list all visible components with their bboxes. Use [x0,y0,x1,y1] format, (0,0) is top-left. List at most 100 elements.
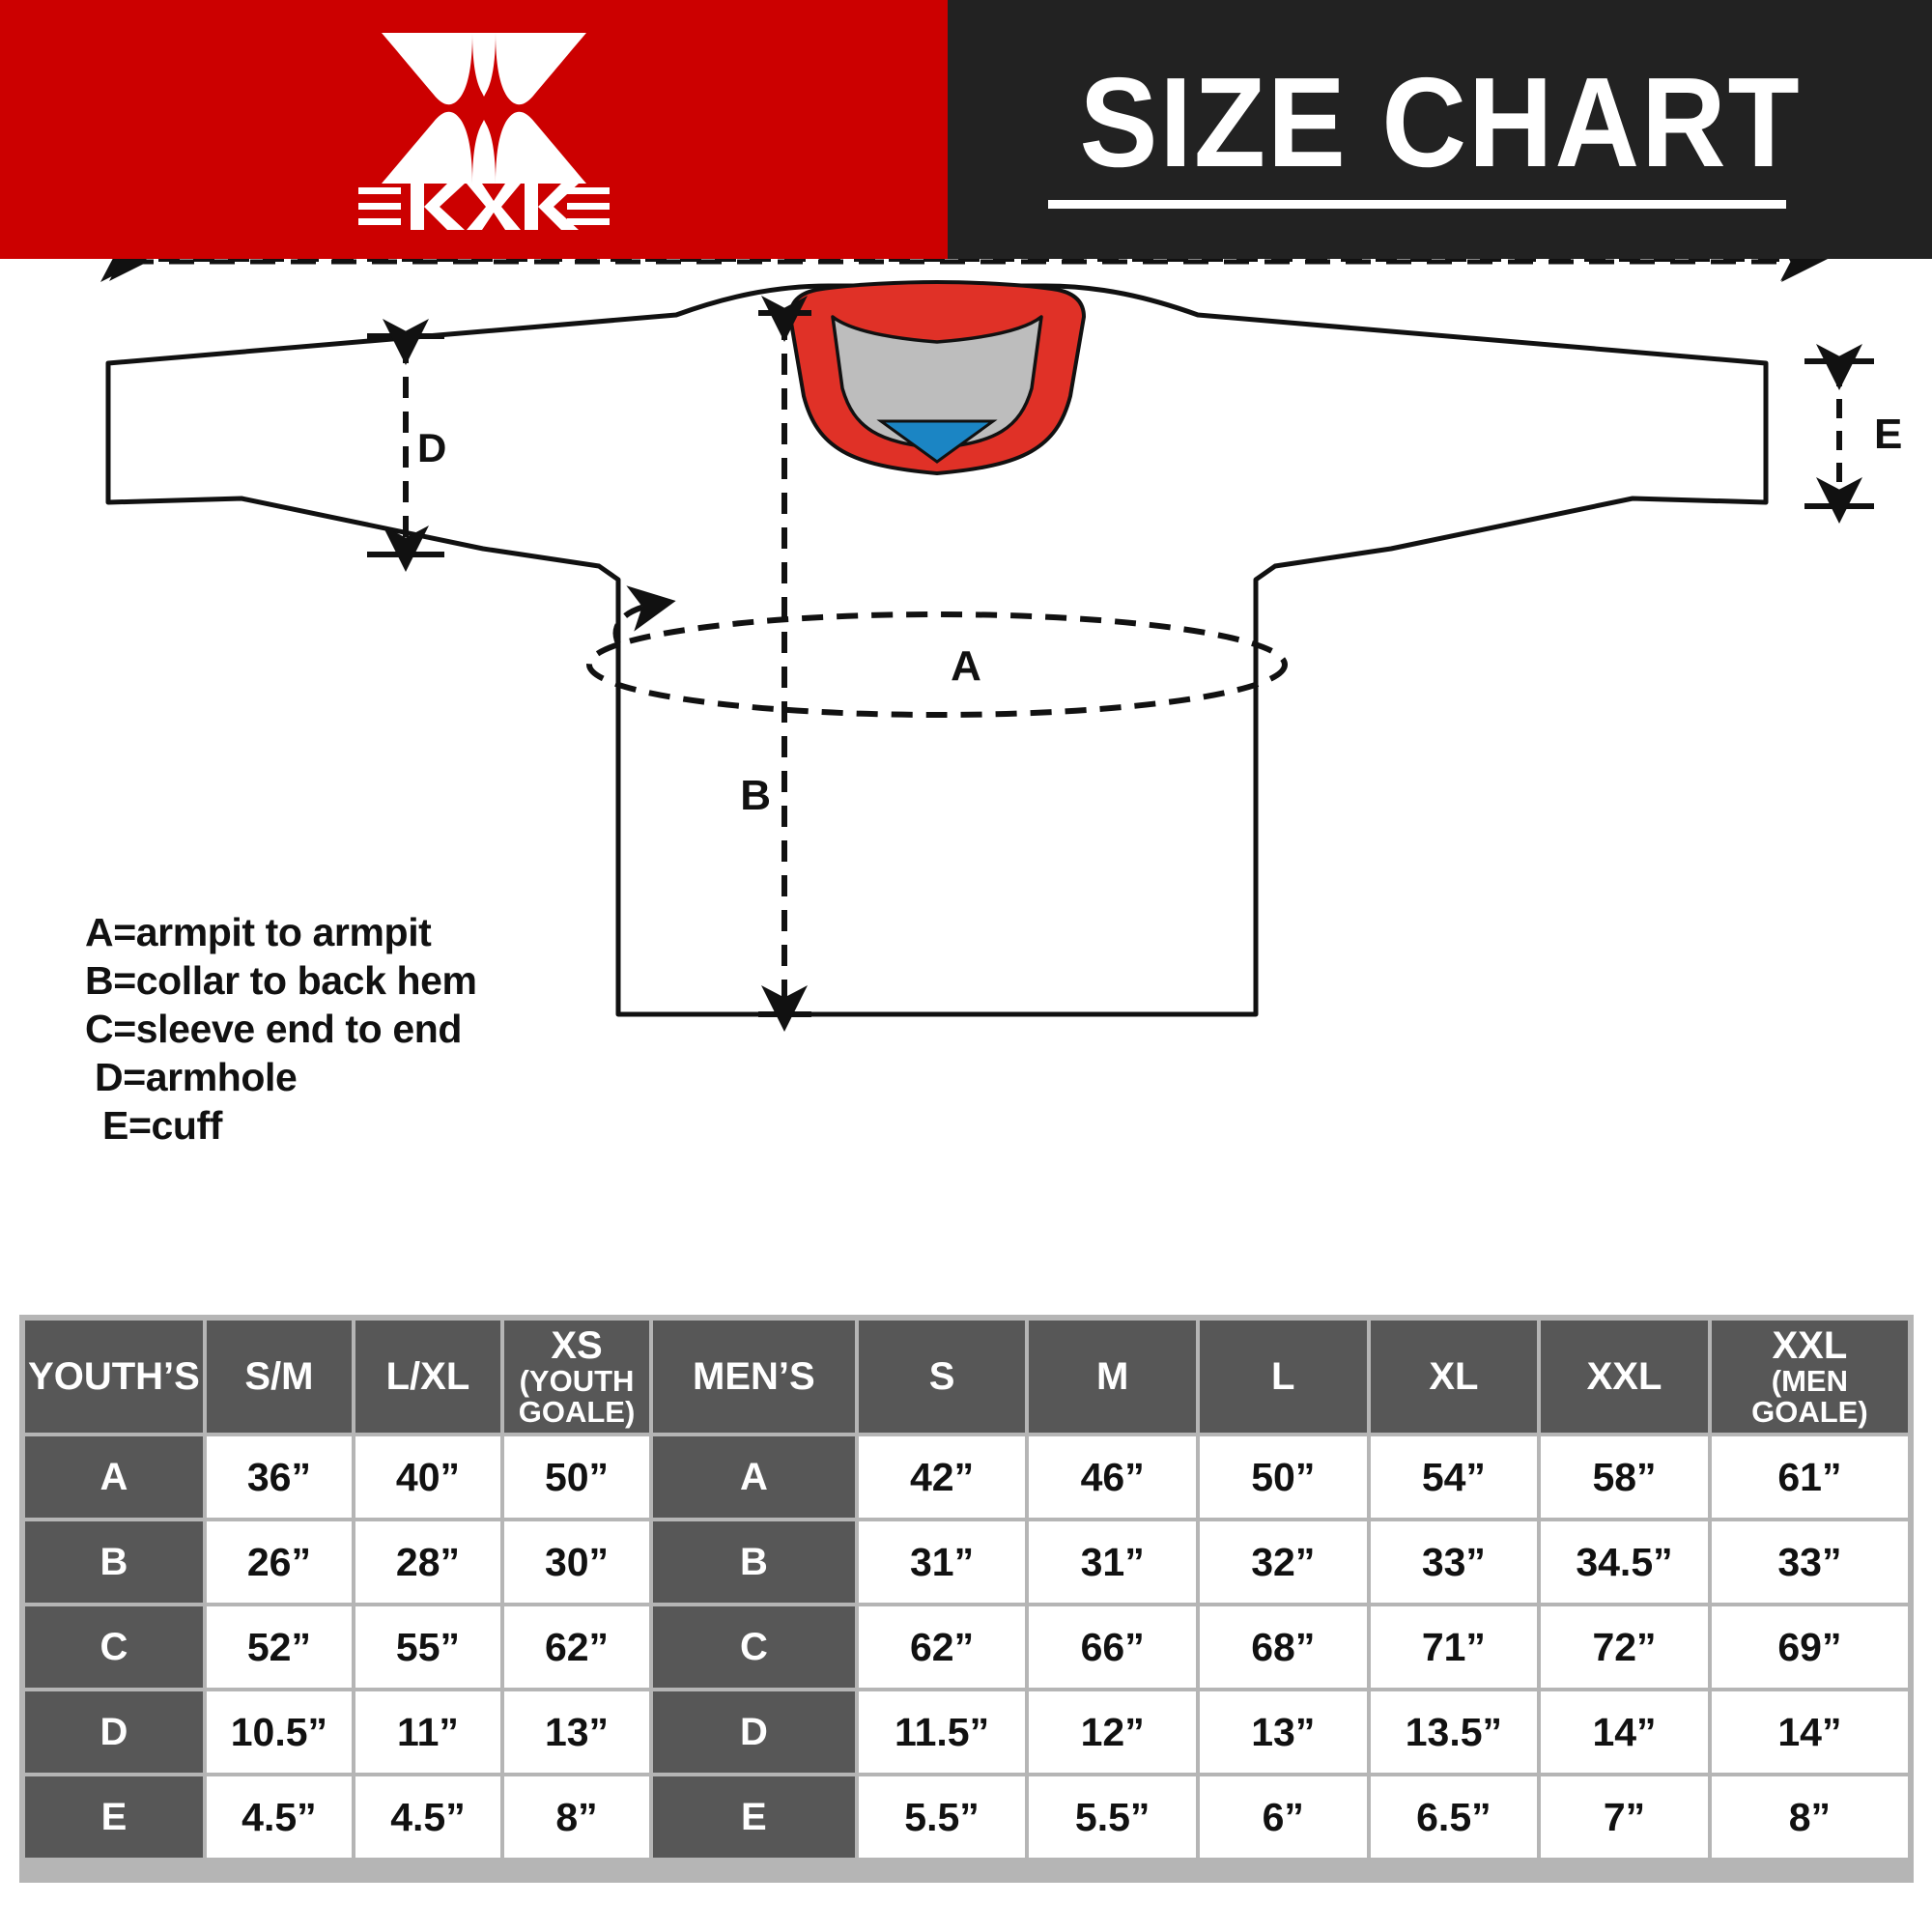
cell-youth-value: 30” [503,1521,650,1603]
cell-youth-value: 13” [503,1691,650,1773]
cell-men-value: 42” [858,1436,1026,1518]
cell-men-value: 7” [1541,1776,1708,1858]
cell-men-value: 13” [1199,1691,1367,1773]
cell-youth-value: 55” [355,1606,500,1688]
cell-youth-value: 28” [355,1521,500,1603]
header-men-l: L [1199,1321,1367,1433]
svg-text:A: A [951,642,981,690]
measurement-legend: A=armpit to armpit B=collar to back hem … [85,908,626,1150]
page-title: SIZE CHART [1078,50,1802,193]
row-label-men: C [653,1606,855,1688]
dimension-d: D [367,319,446,572]
cell-men-value: 46” [1029,1436,1196,1518]
header-youths: YOUTH’S [25,1321,203,1433]
brand-logo [357,23,610,239]
row-label-men: A [653,1436,855,1518]
table-row: B 26” 28” 30” B 31” 31” 32” 33” 34.5” 33” [25,1521,1908,1603]
header-men-m: M [1029,1321,1196,1433]
cell-men-value: 66” [1029,1606,1196,1688]
svg-text:D: D [417,425,446,470]
cell-men-value: 6” [1199,1776,1367,1858]
table-body: A 36” 40” 50” A 42” 46” 50” 54” 58” 61” B 26” 28” 30” B… [25,1436,1908,1858]
table-row: A 36” 40” 50” A 42” 46” 50” 54” 58” 61” [25,1436,1908,1518]
header-men-xxl-goalie-sub: (MEN GOALE) [1751,1364,1868,1429]
cell-men-value: 34.5” [1541,1521,1708,1603]
jersey-collar-blue-triangle [876,419,998,464]
dimension-c: C [109,259,1819,281]
cell-men-value: 68” [1199,1606,1367,1688]
header-men-xxl-goalie-label: XXL [1772,1324,1848,1368]
legend-item-a: A=armpit to armpit [85,910,432,954]
header-men-s: S [858,1321,1026,1433]
cell-youth-value: 40” [355,1436,500,1518]
header-youth-sm: S/M [206,1321,352,1433]
cell-men-value: 61” [1711,1436,1908,1518]
cell-men-value: 72” [1541,1606,1708,1688]
kxk-hourglass-logo-icon [380,31,588,190]
cell-men-value: 32” [1199,1521,1367,1603]
cell-youth-value: 4.5” [206,1776,352,1858]
size-table-container: YOUTH’S S/M L/XL XS (YOUTH GOALE) [19,1315,1914,1883]
cell-men-value: 8” [1711,1776,1908,1858]
cell-youth-value: 26” [206,1521,352,1603]
cell-men-value: 14” [1711,1691,1908,1773]
jersey-collar-inner [831,315,1043,450]
header-men-l-label: L [1271,1355,1295,1398]
cell-men-value: 62” [858,1606,1026,1688]
cell-youth-value: 52” [206,1606,352,1688]
header-men-xl-label: XL [1429,1355,1479,1398]
cell-youth-value: 36” [206,1436,352,1518]
header-men-xxl-goalie: XXL (MEN GOALE) [1711,1321,1908,1433]
row-label-men: B [653,1521,855,1603]
row-label-youth: A [25,1436,203,1518]
cell-youth-value: 11” [355,1691,500,1773]
header-youth-xs-sub: (YOUTH GOALE) [518,1364,636,1429]
legend-item-d: D=armhole [95,1055,298,1100]
page-header: SIZE CHART [0,0,1932,259]
header-mens: MEN’S [653,1321,855,1433]
header-men-m-label: M [1096,1355,1129,1398]
header-men-xl: XL [1370,1321,1538,1433]
header-men-xxl-label: XXL [1586,1355,1662,1398]
cell-men-value: 54” [1370,1436,1538,1518]
cell-men-value: 5.5” [1029,1776,1196,1858]
cell-men-value: 71” [1370,1606,1538,1688]
brand-panel [0,0,948,259]
row-label-youth: D [25,1691,203,1773]
row-label-youth: B [25,1521,203,1603]
cell-youth-value: 4.5” [355,1776,500,1858]
header-youth-xs-goalie: XS (YOUTH GOALE) [503,1321,650,1433]
header-youth-sm-label: S/M [244,1355,314,1398]
header-youth-lxl: L/XL [355,1321,500,1433]
title-panel: SIZE CHART [948,0,1932,259]
table-row: C 52” 55” 62” C 62” 66” 68” 71” 72” 69” [25,1606,1908,1688]
cell-men-value: 12” [1029,1691,1196,1773]
svg-text:B: B [740,772,771,819]
cell-men-value: 33” [1370,1521,1538,1603]
cell-men-value: 69” [1711,1606,1908,1688]
cell-men-value: 58” [1541,1436,1708,1518]
cell-youth-value: 8” [503,1776,650,1858]
title-underline [1047,199,1786,209]
brand-wordmark [357,180,610,239]
legend-item-c: C=sleeve end to end [85,1007,463,1052]
header-youth-xs-label: XS [551,1324,603,1368]
cell-men-value: 14” [1541,1691,1708,1773]
cell-men-value: 5.5” [858,1776,1026,1858]
row-label-men: E [653,1776,855,1858]
row-label-youth: E [25,1776,203,1858]
header-men-xxl: XXL [1541,1321,1708,1433]
cell-men-value: 31” [858,1521,1026,1603]
cell-men-value: 31” [1029,1521,1196,1603]
header-men-s-label: S [928,1355,955,1398]
jersey-diagram: x [0,259,1932,1310]
dimension-e: E [1804,344,1902,524]
header-youth-lxl-label: L/XL [385,1355,470,1398]
table-header-row: YOUTH’S S/M L/XL XS (YOUTH GOALE) [25,1321,1908,1433]
dimension-a: A [586,585,1288,718]
table-row: E 4.5” 4.5” 8” E 5.5” 5.5” 6” 6.5” 7” 8” [25,1776,1908,1858]
row-label-men: D [653,1691,855,1773]
cell-men-value: 13.5” [1370,1691,1538,1773]
header-youths-label: YOUTH’S [28,1355,200,1398]
